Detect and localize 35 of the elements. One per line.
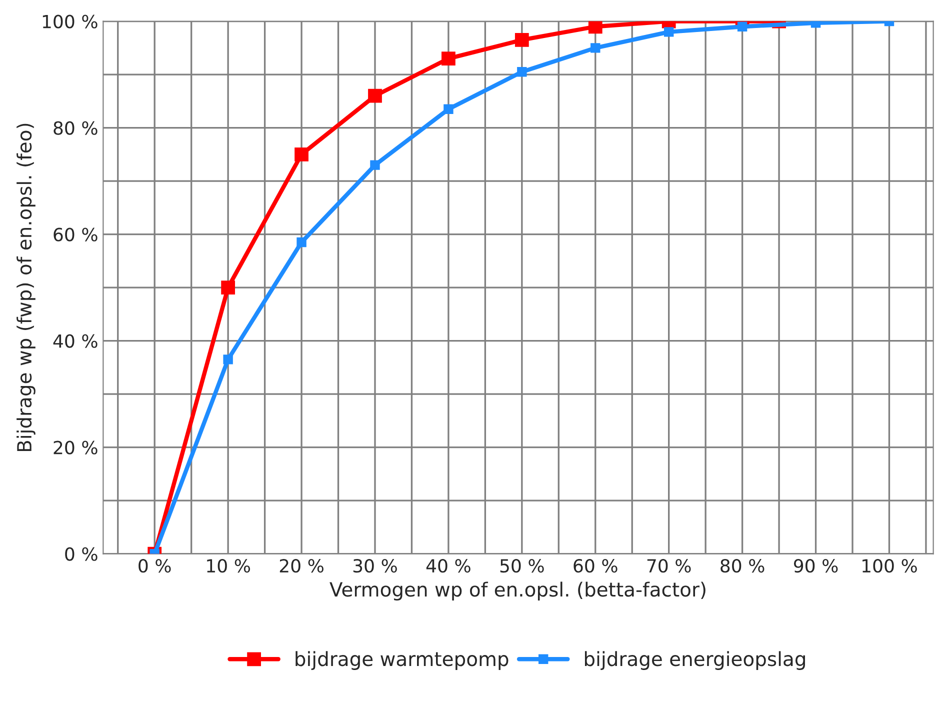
point xyxy=(444,104,454,114)
point xyxy=(370,160,380,170)
y-axis-title: Bijdrage wp (fwp) of en.opsl. (feo) xyxy=(16,124,36,452)
point xyxy=(221,280,236,294)
x-tick-label: 50 % xyxy=(500,558,544,573)
point xyxy=(514,32,529,47)
point xyxy=(588,21,602,34)
x-tick-label: 90 % xyxy=(794,558,838,573)
y-tick-label: 0 % xyxy=(65,547,98,561)
point xyxy=(590,43,600,53)
y-tick-label: 20 % xyxy=(54,440,98,454)
x-tick-label: 0 % xyxy=(138,558,171,573)
y-tick-label: 40 % xyxy=(53,334,98,348)
x-tick-label: 10 % xyxy=(207,558,250,573)
x-tick-label: 70 % xyxy=(647,558,691,573)
x-tick-label: 60 % xyxy=(574,558,618,573)
point xyxy=(737,22,748,32)
legend-label: bijdrage energieopslag xyxy=(584,651,805,670)
x-tick-label: 20 % xyxy=(280,558,324,573)
x-tick-label: 100 % xyxy=(862,558,917,573)
x-tick-label: 80 % xyxy=(720,558,764,573)
x-axis-title: Vermogen wp of en.opsl. (betta-factor) xyxy=(330,582,706,601)
x-tick-label: 30 % xyxy=(353,558,397,573)
point xyxy=(664,27,674,37)
y-tick-label: 60 % xyxy=(54,228,98,242)
point xyxy=(517,67,527,77)
point xyxy=(294,147,308,162)
y-tick-label: 100 % xyxy=(42,14,98,28)
y-tick-label: 80 % xyxy=(54,121,98,135)
legend-label: bijdrage warmtepomp xyxy=(296,651,508,670)
point xyxy=(442,52,456,66)
point xyxy=(296,237,306,248)
point xyxy=(223,354,233,364)
point xyxy=(368,88,382,103)
x-tick-label: 40 % xyxy=(426,558,470,573)
